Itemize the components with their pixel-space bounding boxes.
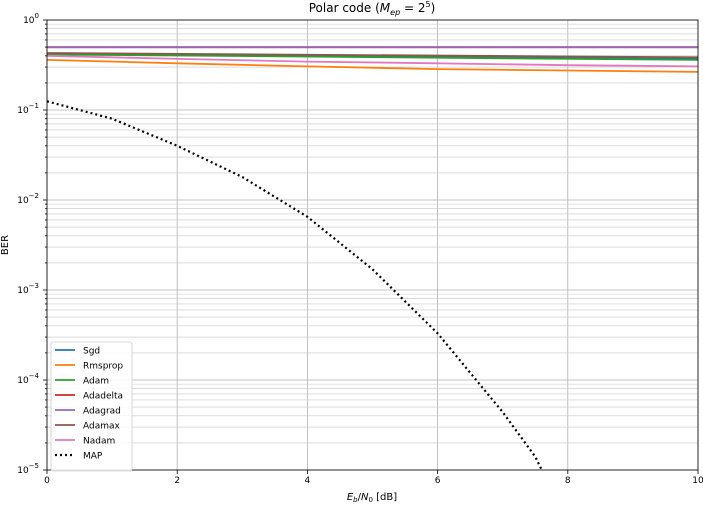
- y-tick-label: 10−2: [17, 192, 39, 206]
- plot-area-frame: [46, 19, 699, 471]
- legend: Sgd Rmsprop Adam Adadelta Adagrad Adamax Nadam…: [50, 341, 133, 472]
- x-tick-label: 4: [305, 476, 311, 486]
- x-tick-label: 0: [44, 476, 50, 486]
- legend-label-map: MAP: [83, 452, 103, 462]
- y-tick-label: 10−5: [17, 462, 39, 476]
- series-line-map: [46, 100, 543, 471]
- legend-frame: [50, 341, 133, 472]
- y-axis-label: BER: [0, 235, 11, 255]
- x-tick-label: 2: [174, 476, 180, 486]
- y-tick-label: 100: [23, 12, 39, 26]
- legend-label-sgd: Sgd: [83, 347, 100, 357]
- series-line-rmsprop: [46, 59, 699, 73]
- series-line-adamax: [46, 52, 699, 59]
- grid: [46, 19, 699, 471]
- x-tick-label: 8: [565, 476, 571, 486]
- series-line-adam: [46, 53, 699, 61]
- axis-ticks: 0 2 4 6 8 10 100 10−1 10−2 10−3 10−4 10−5: [17, 12, 703, 486]
- x-tick-label: 6: [435, 476, 441, 486]
- y-tick-label: 10−1: [17, 102, 39, 116]
- y-tick-label: 10−4: [17, 372, 39, 386]
- x-tick-label: 10: [692, 476, 703, 486]
- legend-label-adam: Adam: [83, 377, 109, 387]
- x-axis-label: Eb/N0 [dB]: [347, 492, 397, 503]
- legend-label-rmsprop: Rmsprop: [83, 362, 123, 372]
- series-line-nadam: [46, 54, 699, 68]
- series-lines: [46, 46, 699, 471]
- legend-label-adadelta: Adadelta: [83, 392, 123, 402]
- legend-label-adagrad: Adagrad: [83, 407, 121, 417]
- legend-label-nadam: Nadam: [83, 437, 115, 447]
- legend-label-adamax: Adamax: [83, 422, 121, 432]
- y-tick-label: 10−3: [17, 282, 39, 296]
- chart-title: Polar code (Mep = 25): [309, 0, 436, 17]
